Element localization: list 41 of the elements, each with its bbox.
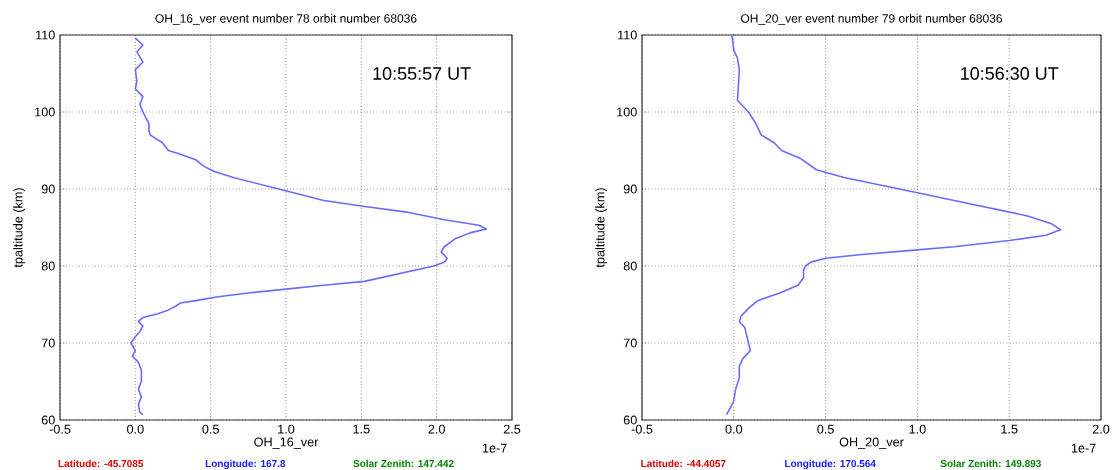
y-tick-label: 90 (623, 184, 637, 194)
x-tick-label: 1.0 (909, 424, 926, 434)
x-tick-label: 1.0 (278, 424, 295, 434)
x-tick-label: 2.0 (428, 424, 445, 434)
x-tick-label: 0.0 (127, 424, 144, 434)
text: 1e-7 (1071, 443, 1096, 453)
x-tick-label: 1.5 (353, 424, 370, 434)
y-tick-label: 110 (618, 30, 637, 40)
text: Longitude: 170.564 (785, 459, 876, 470)
y-tick-label: 80 (623, 261, 637, 271)
x-tick-label: 2.5 (503, 424, 521, 434)
annotation: 10:55:57 UT (373, 67, 471, 80)
annotation: 10:56:30 UT (961, 67, 1059, 80)
y-tick-label: 80 (41, 261, 55, 271)
text: Latitude: -45.7085 (58, 459, 144, 468)
x-tick-label: 0.5 (817, 424, 834, 434)
y-tick-label: 100 (35, 107, 55, 117)
x-tick-label: 0.5 (202, 424, 219, 434)
text: Solar Zenith: 149.893 (940, 459, 1041, 468)
y-tick-label: 70 (623, 338, 637, 348)
x-tick-label: -0.5 (49, 424, 71, 434)
y-tick-label: 110 (36, 30, 55, 40)
y-tick-label: 90 (41, 184, 55, 194)
text: Latitude: -44.4057 (641, 459, 726, 468)
x-tick-label: 1.5 (1001, 424, 1018, 434)
x-axis-title: OH_20_ver (839, 437, 904, 449)
text: Longitude: 167.8 (205, 459, 286, 470)
x-axis-title: OH_16_ver (254, 437, 319, 449)
chart-title: OH_16_ver event number 78 orbit number 68036 (155, 13, 417, 25)
x-tick-label: 0.0 (725, 424, 743, 434)
y-axis-title: tpaltitude (km) (13, 188, 26, 268)
chart-title: OH_20_ver event number 79 orbit number 68036 (740, 13, 1002, 25)
x-tick-label: -0.5 (631, 424, 653, 434)
text: 1e-7 (482, 443, 507, 453)
y-tick-label: 60 (623, 415, 637, 425)
y-tick-label: 60 (41, 415, 55, 425)
y-tick-label: 100 (617, 107, 637, 117)
y-axis-title: tpaltitude (km) (595, 188, 608, 268)
x-tick-label: 2.0 (1092, 424, 1110, 434)
text: Solar Zenith: 147.442 (353, 459, 454, 468)
y-tick-label: 70 (41, 338, 55, 348)
